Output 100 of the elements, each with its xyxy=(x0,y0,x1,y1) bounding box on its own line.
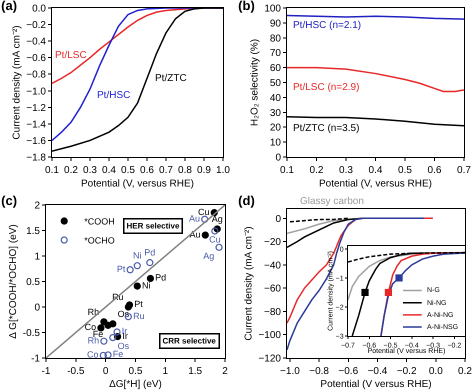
y-tick-label: 1.5 xyxy=(26,226,40,237)
x-tick-label: 0.3 xyxy=(83,165,98,176)
y-tick-label: 0 xyxy=(34,302,40,314)
x-tick-label: 0.0 xyxy=(428,366,444,377)
y-tick-label: −0.6 xyxy=(26,53,46,64)
y-axis-title: Current density (mA cm⁻²) xyxy=(243,226,254,341)
y-tick-label: 0.5 xyxy=(26,277,40,288)
data-label: Ru xyxy=(133,310,145,321)
y-axis-title: H₂O₂ selectivity (%) xyxy=(249,38,260,126)
data-label: Cu xyxy=(198,206,210,217)
point xyxy=(201,216,208,223)
series-label: Pt/LSC xyxy=(55,50,87,61)
annotation: HER selective xyxy=(126,222,180,230)
y-axis-title: Current density (mA cm⁻²) xyxy=(11,25,22,140)
x-tick-label: 0.5 xyxy=(128,366,143,377)
y-tick-label: −120 xyxy=(258,354,282,364)
legend-label: *COOH xyxy=(84,216,115,227)
y-tick-label: -1 xyxy=(31,354,40,364)
point xyxy=(100,338,108,345)
x-tick-label: 0.5 xyxy=(398,165,412,176)
point xyxy=(211,227,218,235)
y-tick-label: 10 xyxy=(270,138,282,149)
y-tick-label: −1.2 xyxy=(26,102,46,114)
x-tick-label: 0.9 xyxy=(197,165,212,176)
point xyxy=(104,322,112,329)
x-tick-label: −0.4 xyxy=(368,366,388,377)
chart-title: (a) xyxy=(1,0,18,14)
x-tick-label: 0.3 xyxy=(339,165,354,176)
data-label: Co xyxy=(87,350,99,360)
y-tick-label: 70 xyxy=(270,48,282,60)
y-axis-title: Δ G[*COOH/*OCHO] (eV) xyxy=(8,224,19,339)
x-tick-label: 0.7 xyxy=(159,165,174,176)
x-axis-title: Potential (V versus RHE) xyxy=(320,379,432,390)
data-label: Ag xyxy=(212,214,223,224)
data-label: Pt xyxy=(134,299,144,310)
x-tick-label: 0.2 xyxy=(458,366,472,377)
data-label: Ni xyxy=(142,280,151,290)
data-label: Os xyxy=(118,308,130,319)
data-label: Os xyxy=(118,341,130,352)
point xyxy=(202,231,209,239)
data-label: Fe xyxy=(112,349,124,360)
y-tick-label: 80 xyxy=(270,33,282,44)
y-tick-label: 0.0 xyxy=(32,4,46,14)
x-axis-title: Potential (V, versus RHE) xyxy=(318,178,432,190)
y-tick-label: 40 xyxy=(270,92,282,104)
point xyxy=(134,282,141,290)
x-axis-title: Potential (V, versus RHE) xyxy=(80,178,194,190)
point xyxy=(146,259,154,266)
chart-title: (d) xyxy=(238,193,255,208)
data-label: Au xyxy=(188,214,200,224)
point xyxy=(113,328,121,336)
data-label: Rh xyxy=(88,306,100,317)
data-label: Ni xyxy=(133,250,142,261)
y-tick-label: 1 xyxy=(34,252,40,262)
y-tick-label: −100 xyxy=(258,330,282,342)
x-tick-label: 1.5 xyxy=(188,366,203,377)
y-tick-label: −0.4 xyxy=(26,36,46,48)
point xyxy=(215,244,223,251)
x-tick-label: 0.5 xyxy=(121,165,136,176)
y-tick-label: -0.5 xyxy=(22,328,40,339)
y-tick-label: −20 xyxy=(264,237,282,248)
line-series xyxy=(287,66,464,92)
chart-title: (b) xyxy=(238,0,255,14)
y-tick-label: 50 xyxy=(270,78,282,89)
data-label: Pt xyxy=(116,264,126,274)
x-tick-label: 0.8 xyxy=(178,165,192,176)
series-label: Pt/LSC (n=2.9) xyxy=(293,82,360,93)
y-tick-label: −60 xyxy=(264,284,282,295)
point xyxy=(109,334,116,342)
point xyxy=(104,351,112,359)
series-label: Pt/ZTC (n=3.5) xyxy=(293,123,360,134)
x-tick-label: 0.1 xyxy=(45,165,60,176)
x-tick-label: −0.8 xyxy=(309,366,330,377)
x-tick-label: −0.2 xyxy=(396,366,417,377)
y-tick-label: 100 xyxy=(264,4,282,14)
x-tick-label: 0.2 xyxy=(310,165,324,176)
y-tick-label: 90 xyxy=(270,18,282,30)
line-series xyxy=(380,252,465,336)
x-tick-label: 2 xyxy=(222,366,228,377)
x-tick-label: 0.4 xyxy=(368,165,383,176)
y-tick-label: −1.4 xyxy=(26,119,46,130)
y-tick-label: 60 xyxy=(270,63,282,74)
y-tick-label: −80 xyxy=(264,306,282,318)
chart-title: (c) xyxy=(1,193,18,208)
x-tick-label: 0.1 xyxy=(280,165,294,176)
x-tick-label: 0.2 xyxy=(64,165,78,176)
text: Glassy carbon xyxy=(300,196,364,207)
y-tick-label: 2 xyxy=(34,200,40,212)
y-tick-label: 0 xyxy=(275,214,282,225)
y-tick-label: −1.6 xyxy=(26,136,46,147)
y-tick-label: −1.8 xyxy=(26,152,46,164)
x-tick-label: 1 xyxy=(162,366,169,377)
x-tick-label: 0.4 xyxy=(102,165,116,176)
annotation: CRR selective xyxy=(162,336,216,346)
point xyxy=(146,274,154,282)
series-label: Pt/ZTC xyxy=(155,73,187,84)
x-tick-label: 0 xyxy=(102,366,109,377)
data-label: Ag xyxy=(203,250,214,261)
y-tick-label: −40 xyxy=(264,260,282,272)
legend-label: *OCHO xyxy=(84,236,115,246)
